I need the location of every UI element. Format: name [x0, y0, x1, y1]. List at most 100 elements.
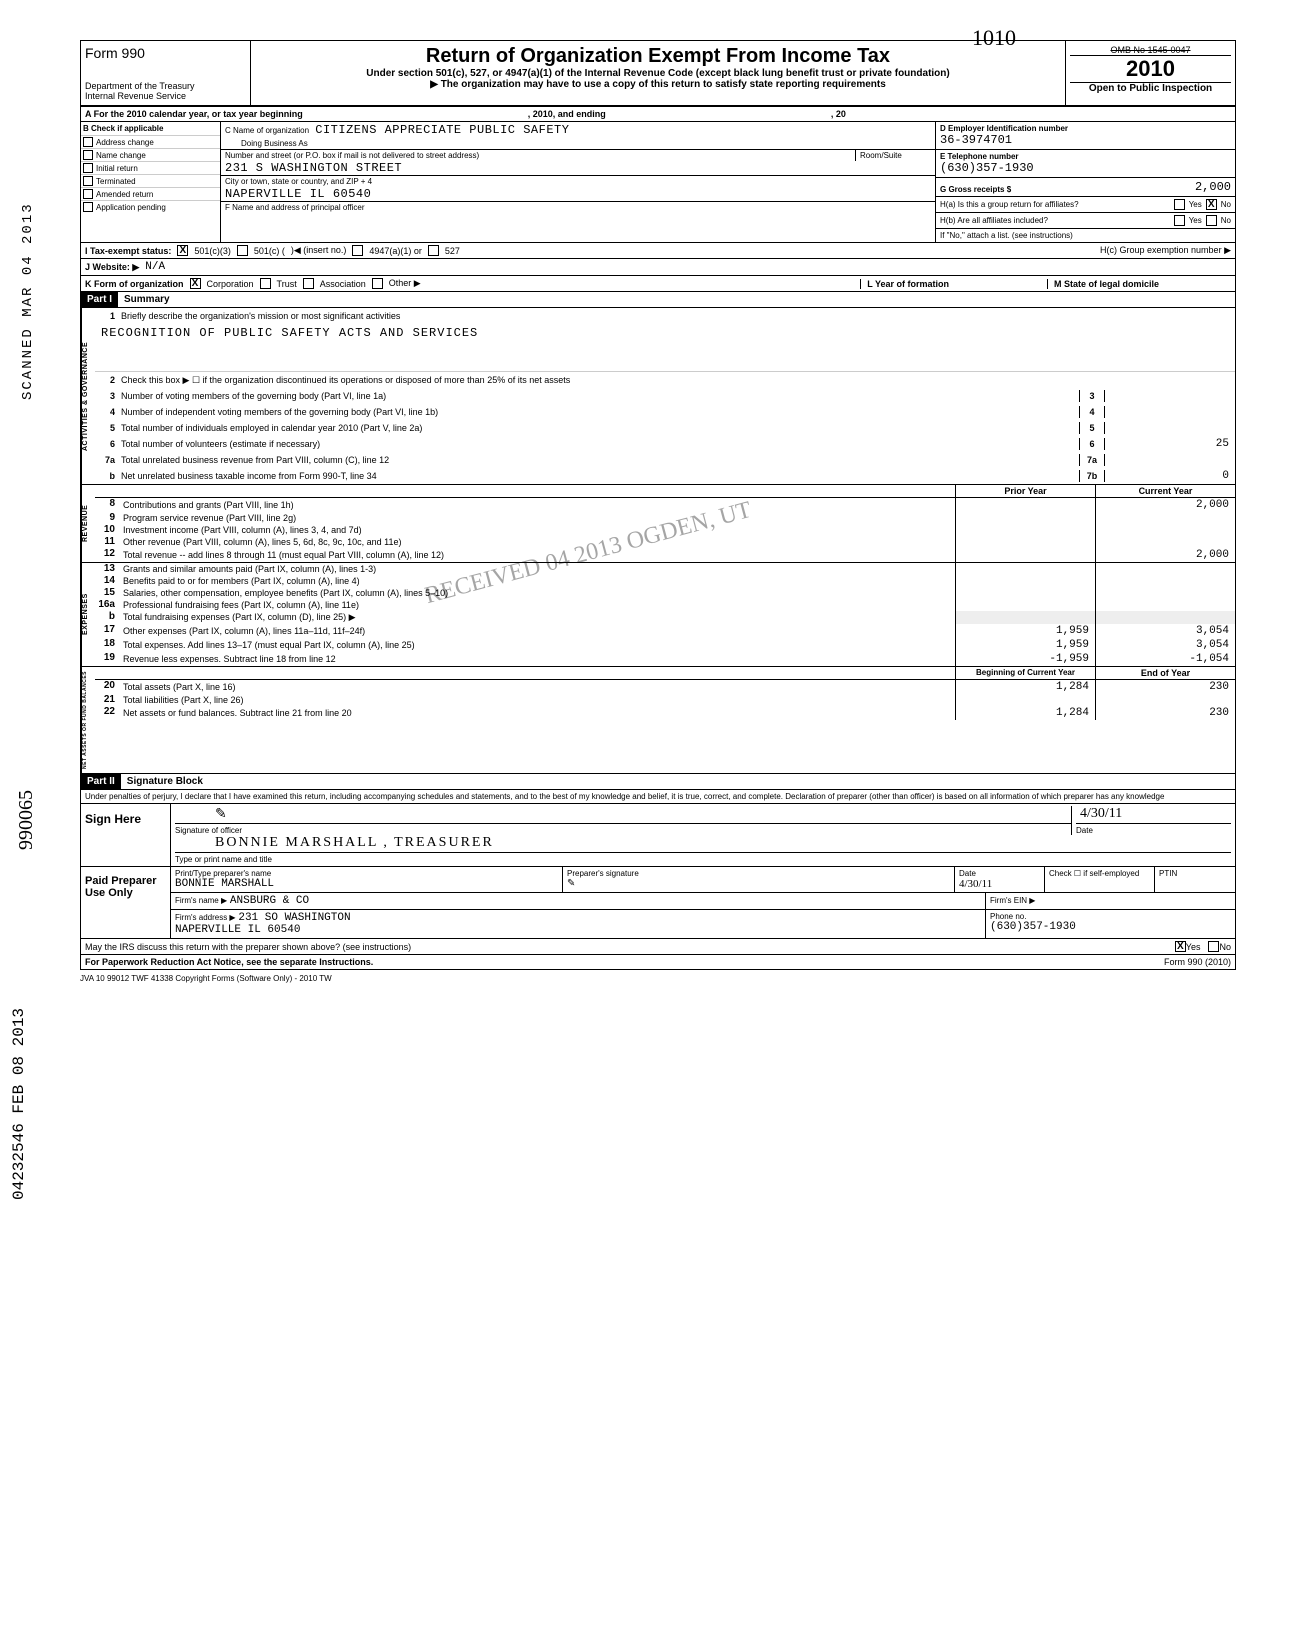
- line11-label: Other revenue (Part VIII, column (A), li…: [119, 536, 955, 548]
- other-box[interactable]: [372, 278, 383, 289]
- discuss-label: May the IRS discuss this return with the…: [85, 942, 1175, 952]
- irs-label: Internal Revenue Service: [85, 91, 246, 101]
- prep-date: 4/30/11: [959, 878, 1040, 890]
- c-name-label: C Name of organization: [225, 126, 309, 135]
- line12-label: Total revenue -- add lines 8 through 11 …: [119, 548, 955, 562]
- prior-year-header: Prior Year: [955, 485, 1095, 497]
- cb-label: Name change: [96, 151, 146, 160]
- line-i: I Tax-exempt status: X501(c)(3) 501(c) (…: [81, 243, 1235, 259]
- side-stamp-dln: 04232546 FEB 08 2013: [10, 1008, 28, 1200]
- corp-box[interactable]: X: [190, 278, 201, 289]
- firm-addr: 231 SO WASHINGTON: [238, 912, 350, 924]
- trust-box[interactable]: [260, 278, 271, 289]
- line19-curr: -1,054: [1095, 652, 1235, 666]
- form-number: Form 990: [85, 45, 246, 61]
- vlabel-activities: ACTIVITIES & GOVERNANCE: [81, 308, 95, 484]
- phone-value: (630)357-1930: [940, 161, 1231, 175]
- officer-signature[interactable]: ✎: [175, 806, 1071, 824]
- gross-label: G Gross receipts $: [940, 185, 1011, 194]
- line16a-label: Professional fundraising fees (Part IX, …: [119, 599, 955, 611]
- prep-name: BONNIE MARSHALL: [175, 878, 558, 890]
- cb-amended[interactable]: Amended return: [81, 187, 220, 200]
- line16b-label: Total fundraising expenses (Part IX, col…: [119, 611, 955, 624]
- cb-address-change[interactable]: Address change: [81, 135, 220, 148]
- line20-prior: 1,284: [955, 680, 1095, 694]
- sign-here-row: Sign Here ✎ Signature of officer 4/30/11…: [81, 803, 1235, 866]
- line-i-label: I Tax-exempt status:: [85, 246, 171, 256]
- assoc-box[interactable]: [303, 278, 314, 289]
- line1-label: Briefly describe the organization's miss…: [119, 310, 1235, 322]
- prep-date-label: Date: [959, 869, 1040, 878]
- 527-box[interactable]: [428, 245, 439, 256]
- form-header: Form 990 Department of the Treasury Inte…: [81, 41, 1235, 107]
- paid-preparer-row: Paid Preparer Use Only Print/Type prepar…: [81, 866, 1235, 938]
- line-a-mid: , 2010, and ending: [528, 109, 606, 119]
- yes-label: Yes: [1189, 216, 1202, 225]
- ha-yes-box[interactable]: [1174, 199, 1185, 210]
- omb-number: OMB No 1545-0047: [1070, 45, 1231, 56]
- firm-name-label: Firm's name ▶: [175, 896, 227, 905]
- line8-curr: 2,000: [1095, 498, 1235, 512]
- open-inspection: Open to Public Inspection: [1070, 83, 1231, 94]
- 501c-box[interactable]: [237, 245, 248, 256]
- opt-501c: 501(c) (: [254, 246, 285, 256]
- paid-preparer-label: Paid Preparer Use Only: [81, 867, 171, 938]
- line8-label: Contributions and grants (Part VIII, lin…: [119, 498, 955, 512]
- line-a: A For the 2010 calendar year, or tax yea…: [81, 107, 1235, 122]
- line3-label: Number of voting members of the governin…: [119, 390, 1079, 402]
- line-k: K Form of organization XCorporation Trus…: [81, 276, 1235, 292]
- yes-label: Yes: [1189, 200, 1202, 209]
- prep-signature[interactable]: ✎: [567, 878, 950, 889]
- hb-yes-box[interactable]: [1174, 215, 1185, 226]
- line22-prior: 1,284: [955, 706, 1095, 720]
- line21-label: Total liabilities (Part X, line 26): [119, 694, 955, 706]
- discuss-yes-box[interactable]: X: [1175, 941, 1186, 952]
- opt-assoc: Association: [320, 279, 366, 289]
- part1-badge: Part I: [81, 292, 118, 307]
- line17-curr: 3,054: [1095, 624, 1235, 638]
- form-subtitle: Under section 501(c), 527, or 4947(a)(1)…: [259, 68, 1057, 79]
- net-assets-section: NET ASSETS OR FUND BALANCES Beginning of…: [81, 667, 1235, 774]
- sign-here-label: Sign Here: [81, 804, 171, 866]
- ptin-label: PTIN: [1159, 869, 1231, 878]
- ein-label: D Employer Identification number: [940, 124, 1231, 133]
- discuss-no-box[interactable]: [1208, 941, 1219, 952]
- sig-officer-label: Signature of officer: [175, 826, 1071, 835]
- line22-curr: 230: [1095, 706, 1235, 720]
- hb-no-box[interactable]: [1206, 215, 1217, 226]
- h-note: If "No," attach a list. (see instruction…: [936, 229, 1235, 242]
- self-employed-check[interactable]: Check ☐ if self-employed: [1045, 867, 1155, 892]
- line18-label: Total expenses. Add lines 13–17 (must eq…: [119, 638, 955, 652]
- line10-label: Investment income (Part VIII, column (A)…: [119, 524, 955, 536]
- line-a-prefix: A For the 2010 calendar year, or tax yea…: [85, 109, 303, 119]
- form-title: Return of Organization Exempt From Incom…: [259, 45, 1057, 68]
- line20-curr: 230: [1095, 680, 1235, 694]
- website-label: J Website: ▶: [85, 262, 139, 273]
- part1-header-row: Part I Summary: [81, 292, 1235, 308]
- vlabel-netassets: NET ASSETS OR FUND BALANCES: [81, 667, 95, 773]
- cb-pending[interactable]: Application pending: [81, 200, 220, 213]
- vlabel-revenue: REVENUE: [81, 485, 95, 562]
- firm-name: ANSBURG & CO: [230, 895, 309, 907]
- cb-initial-return[interactable]: Initial return: [81, 161, 220, 174]
- part1-title: Summary: [118, 292, 176, 307]
- line7a-label: Total unrelated business revenue from Pa…: [119, 454, 1079, 466]
- cb-name-change[interactable]: Name change: [81, 148, 220, 161]
- form-org-label: K Form of organization: [85, 279, 184, 289]
- officer-label: F Name and address of principal officer: [221, 202, 368, 234]
- line6-label: Total number of volunteers (estimate if …: [119, 438, 1079, 450]
- city-label: City or town, state or country, and ZIP …: [221, 176, 935, 187]
- line9-label: Program service revenue (Part VIII, line…: [119, 512, 955, 524]
- jva-footer: JVA 10 99012 TWF 41338 Copyright Forms (…: [80, 970, 1236, 987]
- sign-date: 4/30/11: [1076, 806, 1231, 824]
- 501c3-box[interactable]: X: [177, 245, 188, 256]
- no-label: No: [1221, 200, 1231, 209]
- side-stamp-scanned: SCANNED MAR 04 2013: [20, 202, 36, 400]
- firm-city: NAPERVILLE IL 60540: [175, 924, 981, 936]
- ein-value: 36-3974701: [940, 133, 1231, 147]
- 4947-box[interactable]: [352, 245, 363, 256]
- form-ref: Form 990 (2010): [1164, 957, 1231, 967]
- ha-no-box[interactable]: X: [1206, 199, 1217, 210]
- cb-label: Terminated: [96, 177, 136, 186]
- cb-terminated[interactable]: Terminated: [81, 174, 220, 187]
